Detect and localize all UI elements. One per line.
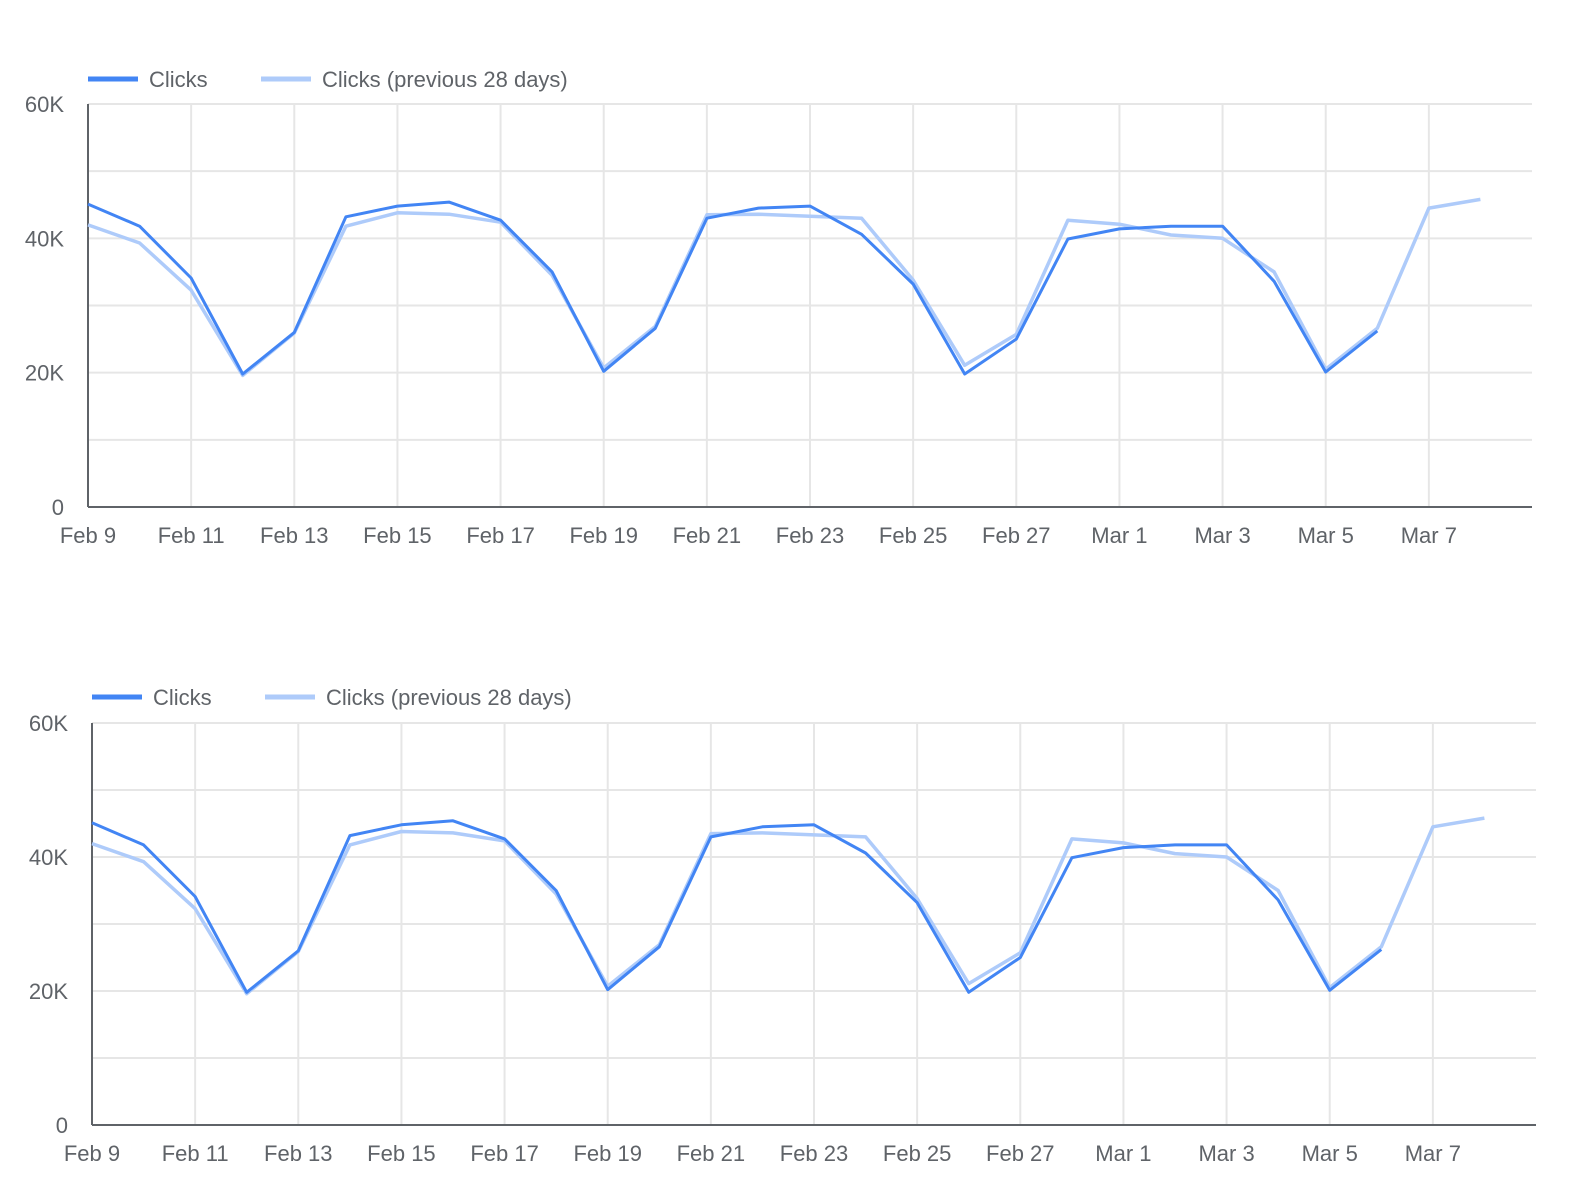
y-tick-label: 0 <box>52 495 64 520</box>
series-line-clicks <box>87 200 1379 376</box>
x-tick-label: Feb 11 <box>158 523 225 548</box>
x-tick-label: Feb 9 <box>60 523 116 548</box>
x-tick-label: Mar 7 <box>1401 523 1457 548</box>
x-tick-label: Feb 13 <box>260 523 329 548</box>
y-tick-label: 40K <box>25 226 64 251</box>
y-tick-label: 0 <box>56 1113 68 1138</box>
clicks-chart-top: Feb 9 Feb 11 Feb 13 Feb 15 Feb 17 Feb 19 Feb 2… <box>25 67 1532 548</box>
x-tick-label: Feb 25 <box>883 1141 952 1166</box>
x-tick-label: Mar 5 <box>1302 1141 1358 1166</box>
x-tick-label: Feb 15 <box>367 1141 436 1166</box>
x-tick-label: Feb 19 <box>573 1141 642 1166</box>
x-tick-label: Feb 15 <box>363 523 432 548</box>
x-tick-label: Feb 17 <box>470 1141 539 1166</box>
legend-label: Clicks <box>149 67 208 92</box>
x-tick-label: Feb 27 <box>982 523 1051 548</box>
x-tick-label: Feb 21 <box>673 523 742 548</box>
x-tick-label: Feb 17 <box>466 523 535 548</box>
x-tick-label: Mar 1 <box>1091 523 1147 548</box>
x-tick-label: Mar 3 <box>1198 1141 1254 1166</box>
x-tick-label: Mar 1 <box>1095 1141 1151 1166</box>
x-tick-label: Mar 5 <box>1298 523 1354 548</box>
legend-label: Clicks (previous 28 days) <box>326 685 572 710</box>
x-tick-label: Feb 11 <box>162 1141 229 1166</box>
y-tick-label: 40K <box>29 845 68 870</box>
x-tick-label: Feb 9 <box>64 1141 120 1166</box>
clicks-chart-bottom: Feb 9 Feb 11 Feb 13 Feb 15 Feb 17 Feb 19 Feb 2… <box>29 685 1536 1166</box>
x-tick-label: Feb 25 <box>879 523 948 548</box>
series-line-clicks-previous <box>87 197 1481 378</box>
legend-label: Clicks <box>153 685 212 710</box>
y-tick-label: 60K <box>25 92 64 117</box>
y-tick-label: 20K <box>25 361 64 386</box>
series-line-clicks <box>91 819 1383 994</box>
x-tick-label: Feb 21 <box>677 1141 746 1166</box>
x-tick-label: Mar 7 <box>1405 1141 1461 1166</box>
legend-label: Clicks (previous 28 days) <box>322 67 568 92</box>
x-tick-label: Mar 3 <box>1194 523 1250 548</box>
x-tick-label: Feb 19 <box>569 523 638 548</box>
series-line-clicks-previous <box>91 816 1485 996</box>
y-tick-label: 60K <box>29 711 68 736</box>
x-tick-label: Feb 13 <box>264 1141 333 1166</box>
x-tick-label: Feb 27 <box>986 1141 1055 1166</box>
y-tick-label: 20K <box>29 979 68 1004</box>
x-tick-label: Feb 23 <box>776 523 845 548</box>
x-tick-label: Feb 23 <box>780 1141 849 1166</box>
